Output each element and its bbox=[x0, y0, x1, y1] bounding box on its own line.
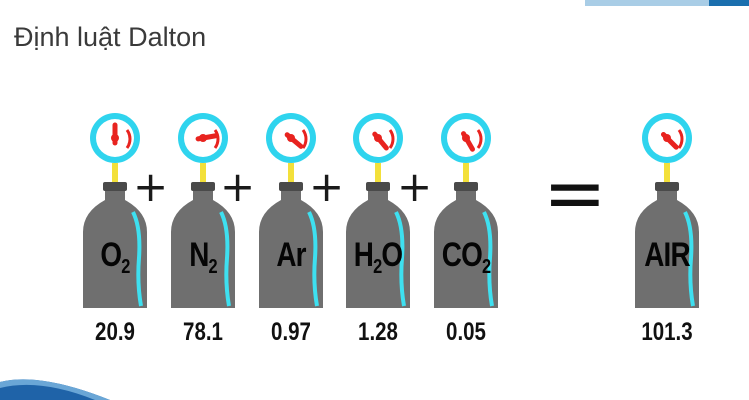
partial-pressure-value: 78.1 bbox=[183, 318, 223, 346]
partial-pressure-value: 1.28 bbox=[358, 318, 398, 346]
gas-formula: CO2 bbox=[433, 236, 499, 279]
pressure-gauge-icon bbox=[346, 113, 410, 308]
gas-cylinder-h2o: H2O 1.28 bbox=[338, 108, 418, 346]
gas-formula: N2 bbox=[170, 236, 236, 279]
formula-symbol: O bbox=[100, 236, 122, 274]
gas-formula: H2O bbox=[345, 236, 411, 279]
equals-operator: = bbox=[543, 148, 607, 237]
formula-subscript: 2 bbox=[121, 256, 130, 278]
formula-symbol: H bbox=[353, 236, 374, 274]
pressure-gauge-icon bbox=[635, 113, 699, 308]
partial-pressure-value: 0.97 bbox=[271, 318, 311, 346]
gas-formula: AIR bbox=[634, 236, 700, 275]
formula-subscript: 2 bbox=[373, 256, 382, 278]
formula-symbol: Ar bbox=[276, 236, 306, 274]
plus-operator: + bbox=[133, 162, 169, 211]
plus-operator: + bbox=[397, 162, 433, 211]
top-bar-light bbox=[585, 0, 709, 6]
formula-symbol: AIR bbox=[644, 236, 690, 274]
top-bar-dark bbox=[709, 0, 749, 6]
gas-cylinder-co2: CO2 0.05 bbox=[426, 108, 506, 346]
formula-symbol: N bbox=[189, 236, 209, 274]
slide-title: Định luật Dalton bbox=[14, 22, 207, 52]
partial-pressure-value: 0.05 bbox=[446, 318, 486, 346]
gas-cylinder-ar: Ar 0.97 bbox=[251, 108, 331, 346]
gas-cylinder-n2: N2 78.1 bbox=[163, 108, 243, 346]
corner-swoosh bbox=[0, 379, 110, 400]
gas-formula: O2 bbox=[82, 236, 148, 279]
gas-formula: Ar bbox=[258, 236, 324, 275]
formula-subscript: 2 bbox=[208, 256, 218, 278]
pressure-gauge-icon bbox=[171, 113, 235, 308]
gas-cylinder-o2: O2 20.9 bbox=[75, 108, 155, 346]
plus-operator: + bbox=[309, 162, 345, 211]
pressure-gauge-icon bbox=[259, 113, 323, 308]
plus-operator: + bbox=[220, 162, 256, 211]
pressure-gauge-icon bbox=[434, 113, 498, 308]
formula-suffix: O bbox=[381, 236, 403, 274]
partial-pressure-value: 20.9 bbox=[95, 318, 135, 346]
air-cylinder: AIR 101.3 bbox=[627, 108, 707, 346]
formula-subscript: 2 bbox=[481, 256, 491, 278]
formula-symbol: CO bbox=[441, 236, 483, 274]
pressure-gauge-icon bbox=[83, 113, 147, 308]
partial-pressure-value: 101.3 bbox=[641, 318, 693, 346]
